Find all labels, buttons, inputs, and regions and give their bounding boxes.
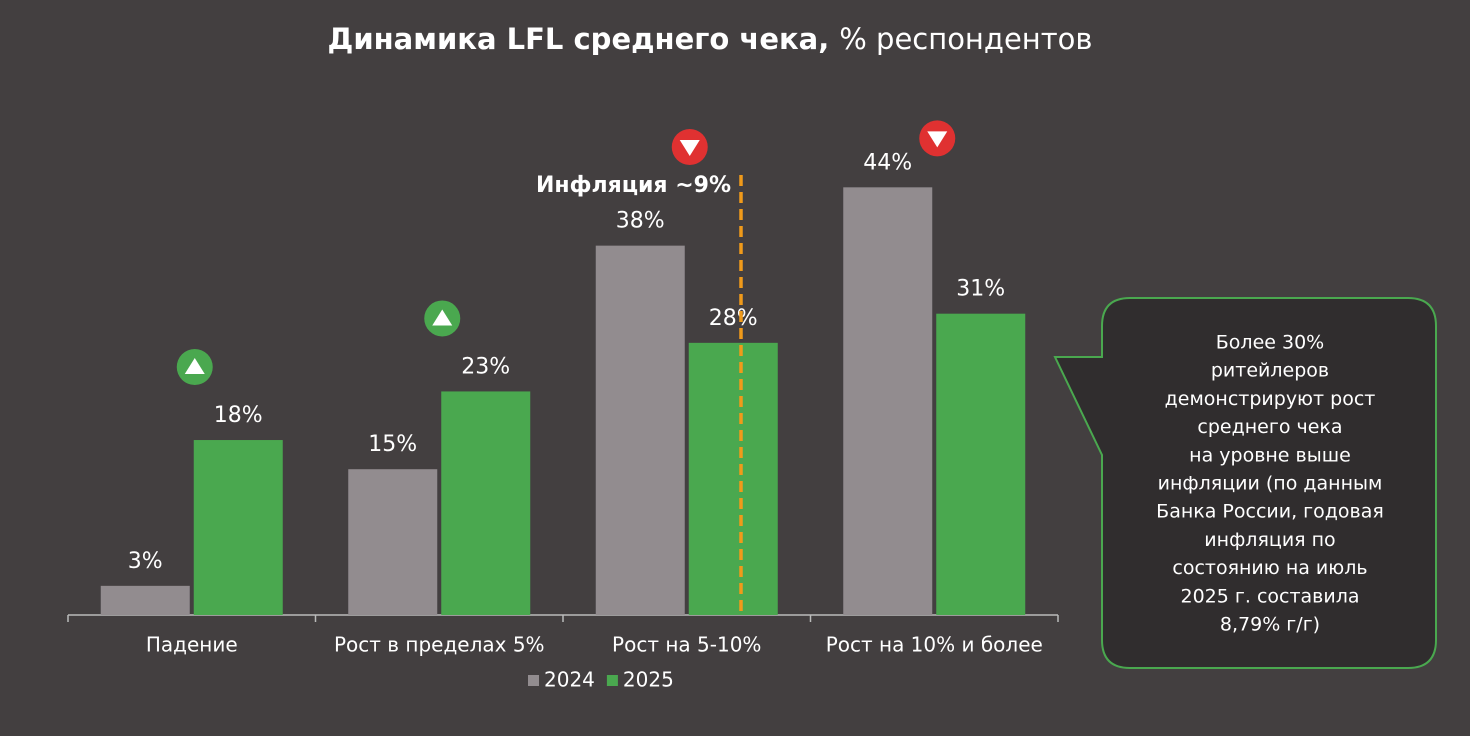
legend-label: 2024 [544,668,595,692]
trend-arrow [679,140,700,156]
legend-swatch [528,675,539,686]
bar [348,469,438,615]
callout-text: ритейлеров [1211,360,1329,382]
x-tick-label: Падение [146,633,238,657]
callout-text: среднего чека [1197,416,1342,438]
bar [441,391,531,615]
bar [843,187,933,615]
callout-text: инфляции (по данным [1158,473,1383,495]
value-label: 31% [956,277,1005,302]
callout-text: Более 30% [1216,332,1324,354]
value-label: 15% [368,432,417,457]
legend-label: 2025 [623,668,674,692]
legend-swatch [606,675,618,686]
callout-text: демонстрируют рост [1165,388,1376,410]
trend-arrow [927,131,948,148]
value-label: 28% [709,306,758,331]
callout-text: 8,79% г/г) [1220,614,1320,636]
x-tick-label: Рост на 5-10% [612,633,761,657]
value-label: 38% [616,209,665,234]
x-tick-label: Рост в пределах 5% [334,633,545,657]
bar [100,585,190,615]
value-label: 18% [214,403,263,428]
value-label: 3% [128,549,163,574]
trend-arrow [184,358,205,375]
bar [688,342,778,615]
callout-text: 2025 г. составила [1180,585,1359,607]
chart-title: Динамика LFL среднего чека, [328,22,830,56]
callout-text: состоянию на июль [1172,557,1367,579]
bar [193,440,283,615]
callout-text: инфляция по [1204,529,1335,551]
callout-box [1053,297,1437,669]
value-label: 44% [863,150,912,175]
bar [595,245,685,615]
inflation-label: Инфляция ~9% [536,173,731,198]
bar [936,313,1026,615]
callout-text: на уровне выше [1189,444,1351,466]
value-label: 23% [461,354,510,379]
callout-text: Банка России, годовая [1156,501,1384,523]
chart-subtitle: % респондентов [839,22,1092,56]
title-group: Динамика LFL среднего чека, % респонденто… [328,22,1093,56]
x-tick-label: Рост на 10% и более [826,633,1043,657]
trend-arrow [432,309,453,326]
